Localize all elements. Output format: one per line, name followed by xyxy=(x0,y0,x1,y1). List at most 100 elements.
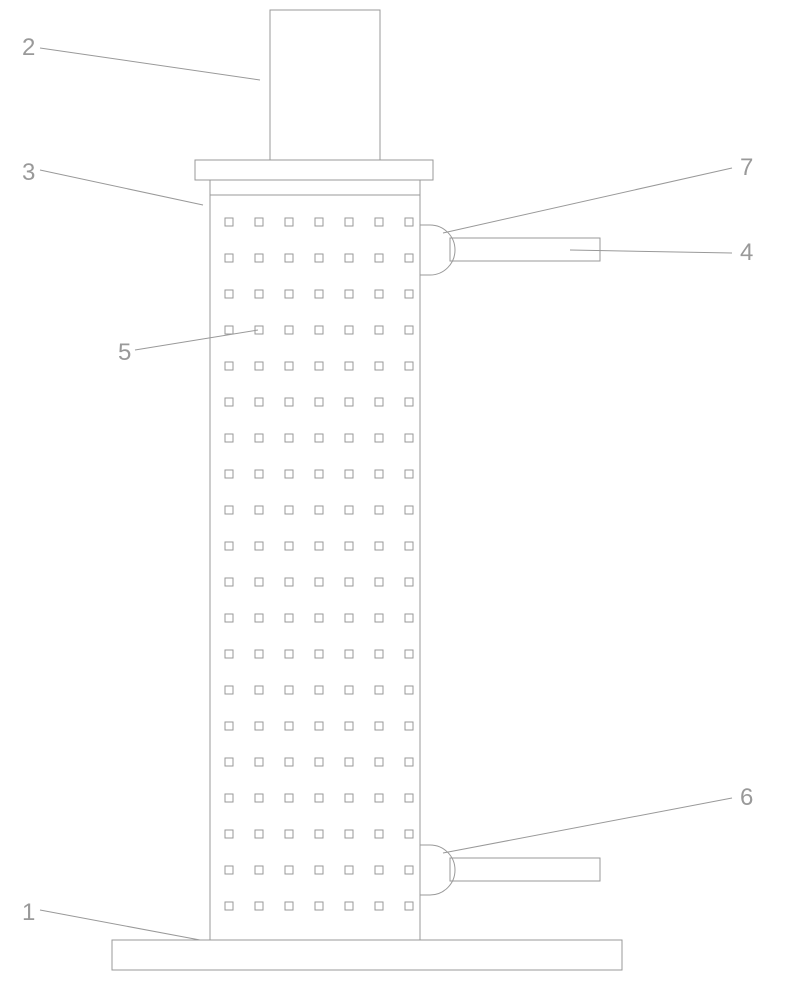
hole xyxy=(255,542,263,550)
label-2: 2 xyxy=(22,34,35,61)
hole xyxy=(315,542,323,550)
hole xyxy=(255,614,263,622)
label-3: 3 xyxy=(22,159,35,186)
hole xyxy=(285,830,293,838)
hole xyxy=(225,902,233,910)
hole xyxy=(405,830,413,838)
label-6: 6 xyxy=(740,784,753,811)
hole xyxy=(375,614,383,622)
hole xyxy=(315,830,323,838)
leader-2 xyxy=(40,48,260,80)
hole xyxy=(255,290,263,298)
hole xyxy=(405,434,413,442)
hole xyxy=(285,902,293,910)
hole xyxy=(285,470,293,478)
hole xyxy=(345,866,353,874)
hole xyxy=(345,290,353,298)
hole xyxy=(345,902,353,910)
hole xyxy=(375,218,383,226)
leader-5 xyxy=(135,330,258,350)
hole xyxy=(375,434,383,442)
hole xyxy=(255,218,263,226)
hole xyxy=(255,830,263,838)
hole xyxy=(405,506,413,514)
hole xyxy=(285,794,293,802)
base-plate xyxy=(112,940,622,970)
hole xyxy=(405,218,413,226)
hole xyxy=(375,686,383,694)
hole xyxy=(315,902,323,910)
hole xyxy=(225,614,233,622)
hole xyxy=(315,506,323,514)
hole xyxy=(315,794,323,802)
hole xyxy=(345,722,353,730)
hole xyxy=(285,866,293,874)
hole xyxy=(285,650,293,658)
cap-plate xyxy=(195,160,433,180)
hole xyxy=(345,794,353,802)
hole xyxy=(225,326,233,334)
hole xyxy=(405,722,413,730)
label-7: 7 xyxy=(740,154,753,181)
hole xyxy=(405,758,413,766)
hole xyxy=(345,542,353,550)
hole xyxy=(255,578,263,586)
hole xyxy=(315,254,323,262)
hole xyxy=(255,362,263,370)
hole xyxy=(225,470,233,478)
hole xyxy=(345,614,353,622)
hole xyxy=(405,614,413,622)
hole xyxy=(315,362,323,370)
hole xyxy=(405,542,413,550)
hole xyxy=(285,578,293,586)
hole xyxy=(285,398,293,406)
hole xyxy=(315,218,323,226)
hole xyxy=(225,758,233,766)
leader-4 xyxy=(570,250,732,253)
hole xyxy=(345,686,353,694)
hole xyxy=(375,830,383,838)
hole xyxy=(375,470,383,478)
hole xyxy=(405,290,413,298)
hole xyxy=(375,506,383,514)
hole xyxy=(225,794,233,802)
hole xyxy=(255,434,263,442)
hole xyxy=(255,650,263,658)
hole xyxy=(405,902,413,910)
hole xyxy=(315,614,323,622)
label-5: 5 xyxy=(118,339,131,366)
hole xyxy=(285,758,293,766)
hole xyxy=(225,506,233,514)
hole xyxy=(225,542,233,550)
hole xyxy=(375,902,383,910)
hole xyxy=(225,650,233,658)
hole xyxy=(225,686,233,694)
hole xyxy=(225,362,233,370)
hole xyxy=(375,578,383,586)
leader-3 xyxy=(40,170,203,205)
hole xyxy=(315,722,323,730)
hole xyxy=(285,542,293,550)
hole xyxy=(315,326,323,334)
hole xyxy=(255,254,263,262)
hole xyxy=(225,218,233,226)
hole xyxy=(225,866,233,874)
hole xyxy=(405,398,413,406)
hole xyxy=(375,254,383,262)
hole xyxy=(225,398,233,406)
hole xyxy=(405,326,413,334)
label-4: 4 xyxy=(740,239,753,266)
hole xyxy=(285,290,293,298)
hole xyxy=(345,506,353,514)
hole xyxy=(345,470,353,478)
hole xyxy=(285,254,293,262)
hole xyxy=(405,794,413,802)
leader-6 xyxy=(443,798,732,853)
hole xyxy=(375,866,383,874)
hole xyxy=(315,758,323,766)
hole xyxy=(285,506,293,514)
leader-7 xyxy=(443,168,732,233)
hole xyxy=(345,254,353,262)
hole xyxy=(345,326,353,334)
hole xyxy=(225,254,233,262)
